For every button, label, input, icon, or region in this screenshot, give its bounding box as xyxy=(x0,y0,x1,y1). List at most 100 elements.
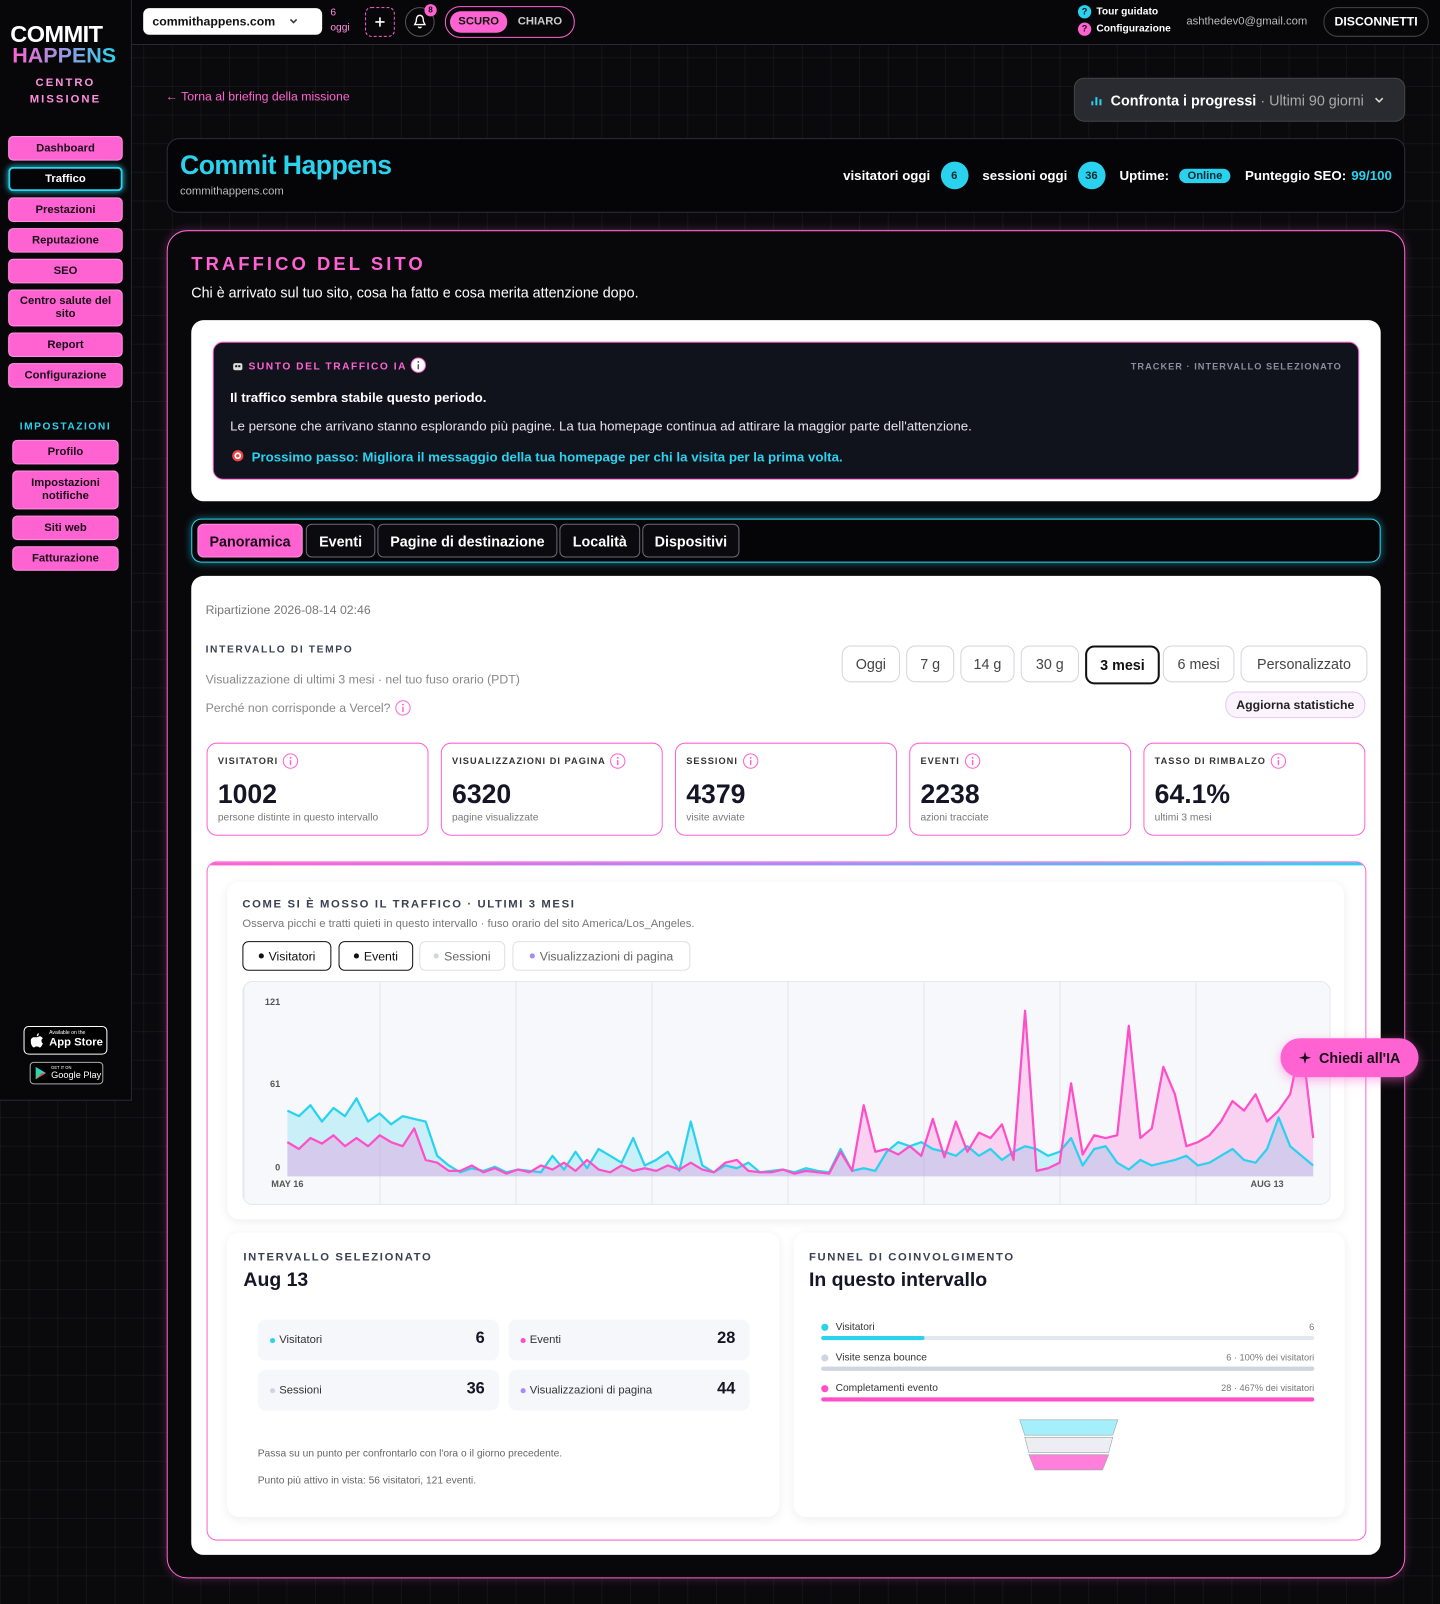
nav-item[interactable]: Dashboard xyxy=(8,136,123,161)
info-icon[interactable] xyxy=(964,753,980,769)
site-stats: visitatori oggi 6 sessioni oggi 36 Uptime: On… xyxy=(843,161,1392,190)
info-icon[interactable] xyxy=(1270,753,1286,769)
series-line xyxy=(286,1009,1315,1175)
tab[interactable]: Panoramica xyxy=(197,523,303,558)
notifications[interactable]: 8 xyxy=(405,4,437,37)
funnel-label: Completamenti evento xyxy=(835,1383,938,1395)
stat-cell-text: Visitatori xyxy=(279,1333,323,1347)
tab[interactable]: Dispositivi xyxy=(642,523,740,558)
info-icon[interactable] xyxy=(395,700,411,716)
back-link[interactable]: ← Torna al briefing della missione xyxy=(165,88,350,104)
funnel-value: 28 · 467% dei visitatori xyxy=(1221,1383,1315,1394)
info-icon[interactable] xyxy=(282,753,299,769)
series-toggle[interactable]: Sessioni xyxy=(419,941,506,971)
tab[interactable]: Pagine di destinazione xyxy=(377,523,558,558)
ask-ai-button[interactable]: Chiedi all'IA xyxy=(1280,1038,1419,1078)
kpi-note: pagine visualizzate xyxy=(452,812,539,824)
series-toggle[interactable]: Visitatori xyxy=(242,941,332,971)
funnel-label: Visite senza bounce xyxy=(835,1352,927,1364)
kpi-label-text: VISITATORI xyxy=(217,755,279,767)
seo-score: 99/100 xyxy=(1351,167,1392,184)
info-glyph xyxy=(742,753,758,769)
stat-cell-value: 44 xyxy=(717,1379,736,1398)
settings-nav-item[interactable]: Siti web xyxy=(12,515,119,541)
legend-label: Visualizzazioni di pagina xyxy=(539,948,674,964)
target-icon xyxy=(232,450,244,462)
funnel-heading: FUNNEL DI COINVOLGIMENTO xyxy=(808,1251,1015,1264)
help-tour[interactable]: ? Tour guidato xyxy=(1077,5,1159,19)
funnel-value: 6 · 100% dei visitatori xyxy=(1226,1352,1315,1363)
info-glyph xyxy=(282,753,299,769)
nav-item[interactable]: Configurazione xyxy=(8,363,123,388)
funnel-step: Completamenti evento 28 · 467% dei visita… xyxy=(821,1383,1315,1402)
topbar xyxy=(131,0,1440,46)
ai-summary: SUNTO DEL TRAFFICO IA TRACKER · INTERVAL… xyxy=(212,341,1360,480)
range-button[interactable]: 7 g xyxy=(906,645,955,683)
plus-icon xyxy=(375,17,385,27)
stat-dot xyxy=(270,1387,276,1393)
funnel-graphic xyxy=(1019,1419,1119,1471)
help-label: Tour guidato xyxy=(1096,6,1159,18)
kpi-value: 1002 xyxy=(217,778,278,810)
stat-cell: Eventi 28 xyxy=(508,1319,750,1361)
nav-item[interactable]: Report xyxy=(8,332,123,358)
stat-cell-label: Visitatori xyxy=(270,1334,322,1346)
kpi-label: VISITATORI xyxy=(218,753,299,769)
nav-item[interactable]: Traffico xyxy=(8,166,123,192)
range-button[interactable]: Personalizzato xyxy=(1240,645,1368,683)
funnel-fill xyxy=(821,1335,925,1341)
nav-item[interactable]: SEO xyxy=(8,258,123,284)
kpi-note: persone distinte in questo intervallo xyxy=(217,812,379,824)
kpi-card: TASSO DI RIMBALZO 64.1% ultimi 3 mesi xyxy=(1143,742,1366,836)
settings-nav-item[interactable]: Fatturazione xyxy=(12,546,119,571)
nav-item[interactable]: Reputazione xyxy=(8,228,123,253)
logout-button[interactable]: DISCONNETTI xyxy=(1323,7,1429,37)
compare-range: · Ultimi 90 giorni xyxy=(1260,91,1364,108)
nav-item[interactable]: Prestazioni xyxy=(8,197,123,222)
x-tick-label: AUG 13 xyxy=(1250,1179,1283,1189)
series-toggle[interactable]: Visualizzazioni di pagina xyxy=(512,941,691,971)
x-tick-label: MAY 16 xyxy=(271,1179,303,1189)
info-icon[interactable] xyxy=(742,753,758,769)
apple-icon xyxy=(30,1033,43,1048)
kpi-note: ultimi 3 mesi xyxy=(1154,812,1212,824)
nav-item[interactable]: Centro salute del sito xyxy=(8,289,123,327)
range-button[interactable]: 30 g xyxy=(1020,645,1079,683)
funnel-track xyxy=(821,1366,1315,1371)
add-button[interactable] xyxy=(365,7,395,37)
info-icon[interactable] xyxy=(410,357,426,373)
google-play-badge[interactable]: GET IT ON Google Play xyxy=(29,1061,104,1085)
kpi-value: 6320 xyxy=(452,778,512,810)
range-button[interactable]: 14 g xyxy=(960,645,1015,683)
sidebar: COMMIT HAPPENS CENTRO MISSIONE Dashboard… xyxy=(0,0,132,1101)
theme-dark[interactable]: SCURO xyxy=(450,11,508,33)
kpi-value: 2238 xyxy=(920,778,980,810)
compare-button[interactable]: Confronta i progressi · Ultimi 90 giorni xyxy=(1073,77,1406,122)
app-store-badge[interactable]: Available on the App Store xyxy=(23,1026,108,1055)
funnel-track xyxy=(821,1397,1315,1402)
stat-dot xyxy=(520,1387,526,1393)
site-select[interactable]: commithappens.com xyxy=(143,8,323,35)
series-toggle[interactable]: Eventi xyxy=(338,941,414,971)
refresh-button[interactable]: Aggiorna statistiche xyxy=(1225,691,1366,719)
app-store-small: Available on the xyxy=(49,1030,86,1037)
settings-nav-item[interactable]: Impostazioni notifiche xyxy=(12,470,119,510)
legend-dot xyxy=(433,953,440,959)
info-icon[interactable] xyxy=(610,753,626,769)
kpi-label-text: EVENTI xyxy=(920,755,960,767)
logo-top: COMMIT xyxy=(10,20,103,48)
vercel-question[interactable]: Perché non corrisponde a Vercel? xyxy=(206,700,411,716)
range-button[interactable]: 6 mesi xyxy=(1162,645,1235,683)
range-button[interactable]: Oggi xyxy=(841,645,901,683)
settings-nav-item[interactable]: Profilo xyxy=(12,439,119,465)
range-button[interactable]: 3 mesi xyxy=(1085,645,1160,685)
tab[interactable]: Eventi xyxy=(305,523,376,558)
theme-light[interactable]: CHIARO xyxy=(517,15,563,28)
help-config[interactable]: ? Configurazione xyxy=(1077,22,1171,36)
funnel-step: Visite senza bounce 6 · 100% dei visitato… xyxy=(821,1352,1315,1371)
kpi-card: VISITATORI 1002 persone distinte in questo… xyxy=(206,742,429,836)
tab[interactable]: Località xyxy=(559,523,641,558)
legend-dot xyxy=(258,953,264,959)
